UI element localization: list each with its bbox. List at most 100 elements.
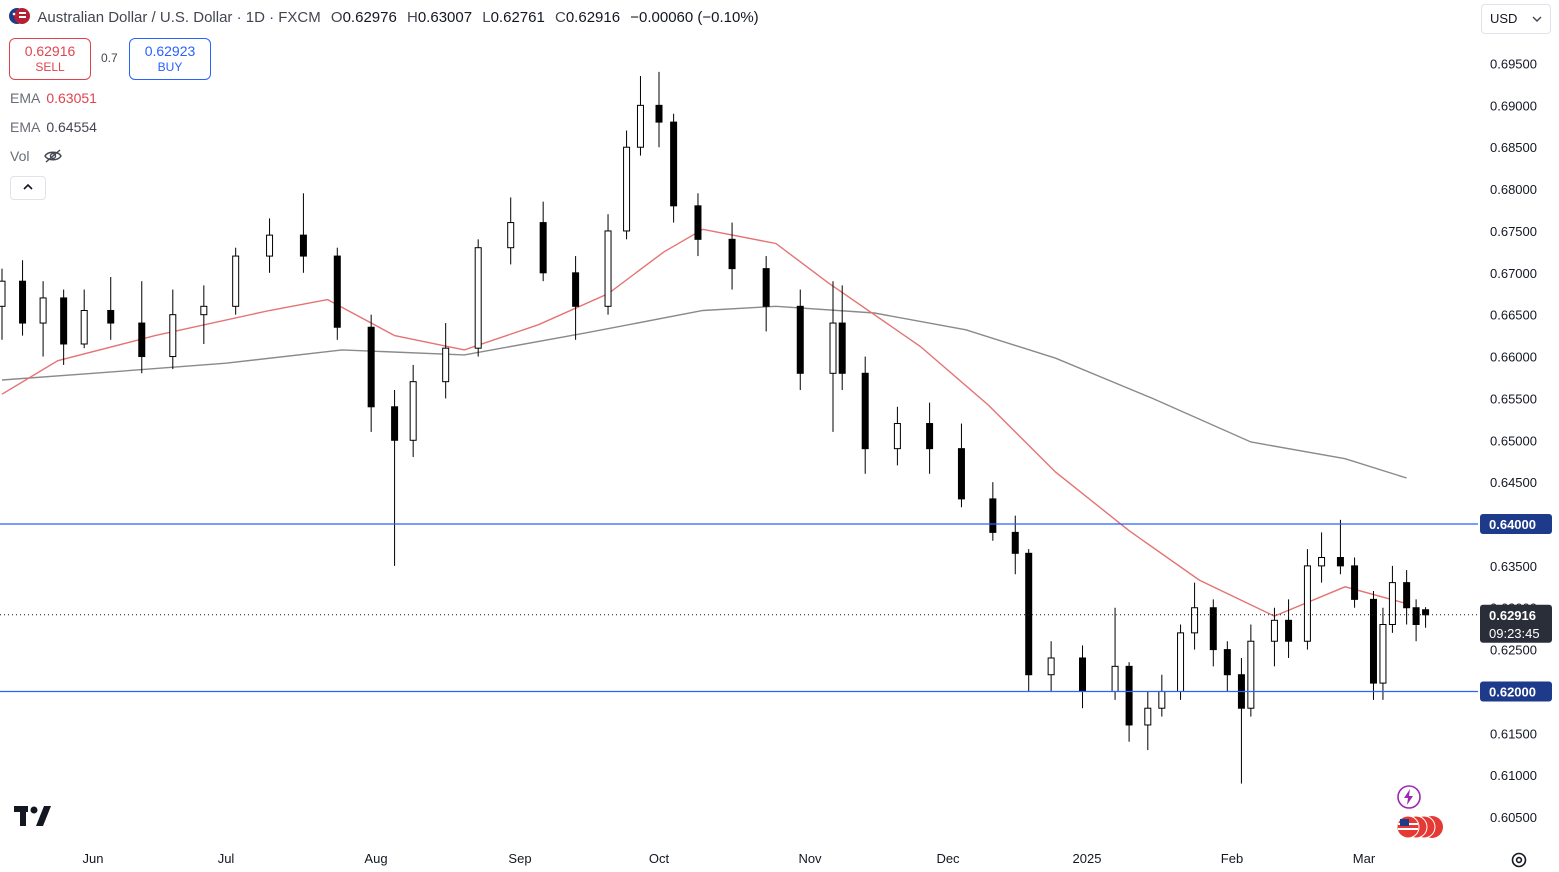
candle-body xyxy=(636,104,644,148)
candle-body xyxy=(169,314,177,358)
x-tick-label: Mar xyxy=(1353,851,1376,866)
candle-body xyxy=(200,305,208,316)
candle-body xyxy=(232,255,240,307)
candle-body xyxy=(1336,557,1344,567)
candle-body xyxy=(1247,640,1255,709)
candle-body xyxy=(1369,598,1377,684)
x-tick-label: Jun xyxy=(83,851,104,866)
candle-body xyxy=(1025,552,1033,676)
currency-value: USD xyxy=(1490,11,1518,26)
sell-button[interactable]: 0.62916 SELL xyxy=(9,38,91,80)
lightning-icon[interactable] xyxy=(1396,784,1422,815)
level-label-bg xyxy=(1480,514,1552,535)
candle-body xyxy=(1111,665,1119,692)
current-price-bg xyxy=(1480,604,1552,643)
candle-body xyxy=(80,309,88,345)
candle-body xyxy=(796,305,804,374)
y-axis: 0.605000.610000.615000.620000.625000.630… xyxy=(1490,56,1537,825)
candle-body xyxy=(861,372,869,450)
candle-body xyxy=(604,230,612,307)
chart-legend: Australian Dollar / U.S. Dollar · 1D · F… xyxy=(8,6,759,30)
x-tick-label: Jul xyxy=(218,851,235,866)
x-tick-label: Nov xyxy=(798,851,822,866)
collapse-legend-button[interactable] xyxy=(10,176,46,200)
candle-body xyxy=(507,222,515,249)
close-key: C xyxy=(555,9,566,26)
candle-body xyxy=(670,121,678,207)
candle-body xyxy=(926,423,934,450)
candle-body xyxy=(1223,649,1231,676)
ema-slow-line xyxy=(1,305,1407,479)
candle-body xyxy=(19,280,27,324)
ema-fast-label: EMA xyxy=(10,90,41,106)
candle-body xyxy=(1388,582,1396,625)
candle-body xyxy=(333,255,341,328)
volume-label: Vol xyxy=(10,148,30,164)
high-key: H xyxy=(407,9,418,26)
ema-slow-legend[interactable]: EMA 0.64554 xyxy=(10,119,97,135)
us-flags-icon[interactable] xyxy=(1396,814,1444,845)
ema-slow-label: EMA xyxy=(10,119,41,135)
buy-label: BUY xyxy=(157,60,183,74)
x-axis: Jun Jul Aug Sep Oct Nov Dec 2025 Feb Mar xyxy=(83,851,1376,866)
open-key: O xyxy=(330,9,343,26)
candle-body xyxy=(1191,607,1199,634)
eye-hidden-icon[interactable] xyxy=(43,148,63,167)
x-tick-label: Dec xyxy=(936,851,960,866)
y-tick-label: 0.65000 xyxy=(1490,433,1537,448)
x-tick-label: Sep xyxy=(508,851,531,866)
candle-body xyxy=(1403,582,1411,609)
candle-body xyxy=(1144,707,1152,726)
buy-price: 0.62923 xyxy=(144,43,196,59)
candle-body xyxy=(0,280,6,307)
volume-legend[interactable]: Vol xyxy=(10,148,63,167)
spread-value: 0.7 xyxy=(101,51,118,65)
buy-button[interactable]: 0.62923 BUY xyxy=(129,38,211,80)
candle-body xyxy=(762,268,770,307)
ema-slow-layer xyxy=(1,305,1407,479)
change-value: −0.00060 (−0.10%) xyxy=(630,9,759,26)
open-value: 0.62976 xyxy=(342,9,397,26)
aud-usd-flag-icon xyxy=(8,7,30,25)
y-tick-label: 0.68000 xyxy=(1490,182,1537,197)
currency-select[interactable]: USD xyxy=(1481,4,1551,34)
chevron-up-icon xyxy=(22,181,34,195)
y-tick-label: 0.66000 xyxy=(1490,350,1537,365)
countdown-label: 09:23:45 xyxy=(1489,626,1540,641)
tradingview-logo-icon[interactable] xyxy=(14,804,52,833)
y-tick-label: 0.66500 xyxy=(1490,308,1537,323)
candle-body xyxy=(409,381,417,441)
sell-label: SELL xyxy=(35,60,65,74)
candle-body xyxy=(1270,619,1278,642)
y-tick-label: 0.68500 xyxy=(1490,140,1537,155)
candle-body xyxy=(838,322,846,374)
candle-body xyxy=(1422,609,1430,616)
candle-body xyxy=(1209,607,1217,651)
level-label-bg xyxy=(1480,681,1552,702)
settings-icon[interactable] xyxy=(1509,850,1529,872)
candle-body xyxy=(266,234,274,257)
candle-body xyxy=(623,146,631,232)
candle-body xyxy=(1158,690,1166,709)
symbol-title[interactable]: Australian Dollar / U.S. Dollar · 1D · F… xyxy=(37,9,321,26)
candle-body xyxy=(1303,565,1311,642)
y-tick-label: 0.69000 xyxy=(1490,98,1537,113)
y-tick-label: 0.61500 xyxy=(1490,726,1537,741)
candle-body xyxy=(367,326,375,408)
candle-body xyxy=(1047,657,1055,676)
y-tick-label: 0.62500 xyxy=(1490,643,1537,658)
ema-fast-value: 0.63051 xyxy=(46,90,97,106)
close-value: 0.62916 xyxy=(565,9,621,26)
current-price-label: 0.62916 xyxy=(1489,608,1536,623)
x-tick-label: Feb xyxy=(1221,851,1243,866)
candle-body xyxy=(138,322,146,358)
candle-body xyxy=(1011,531,1019,554)
chevron-down-icon xyxy=(1532,5,1542,45)
candle-body xyxy=(572,272,580,307)
high-value: 0.63007 xyxy=(417,9,473,26)
ema-fast-legend[interactable]: EMA 0.63051 xyxy=(10,90,97,106)
candle-body xyxy=(694,205,702,240)
candle-body xyxy=(1125,665,1133,726)
